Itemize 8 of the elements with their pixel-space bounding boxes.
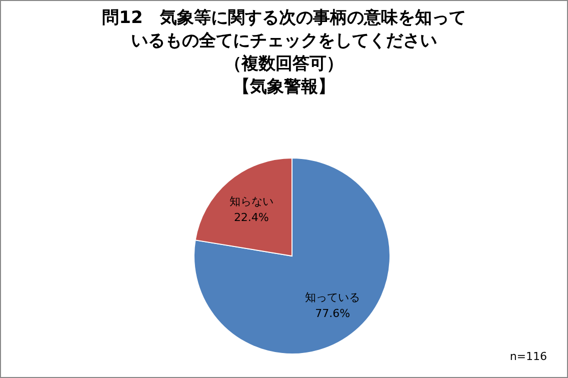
text: n=116 bbox=[510, 350, 547, 363]
data-label: 22.4% bbox=[234, 211, 269, 224]
data-label: 77.6% bbox=[315, 306, 350, 320]
chart-title: 問12 気象等に関する次の事柄の意味を知っているもの全てにチェックをしてください bbox=[101, 7, 467, 53]
slice-label: 知らない bbox=[229, 195, 274, 208]
slice-label: 知っている bbox=[305, 290, 360, 304]
pie-slice bbox=[194, 158, 390, 354]
chart-subtitle: （複数回答可）【気象警報】 bbox=[224, 53, 344, 99]
